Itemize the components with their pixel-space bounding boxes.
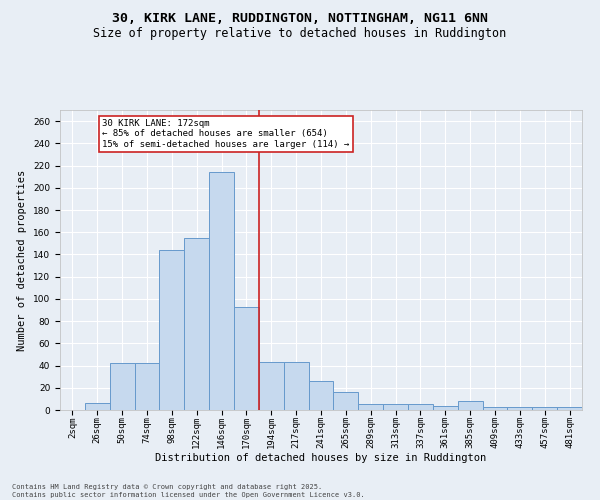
Bar xyxy=(160,250,184,410)
Bar xyxy=(110,364,134,410)
Text: 30, KIRK LANE, RUDDINGTON, NOTTINGHAM, NG11 6NN: 30, KIRK LANE, RUDDINGTON, NOTTINGHAM, N… xyxy=(112,12,488,26)
Bar xyxy=(358,404,383,410)
Bar xyxy=(284,362,308,410)
Bar xyxy=(557,406,582,410)
Text: 30 KIRK LANE: 172sqm
← 85% of detached houses are smaller (654)
15% of semi-deta: 30 KIRK LANE: 172sqm ← 85% of detached h… xyxy=(102,119,350,148)
Bar xyxy=(458,401,482,410)
Bar xyxy=(184,238,209,410)
Bar xyxy=(334,392,358,410)
Bar xyxy=(408,404,433,410)
Bar xyxy=(259,362,284,410)
Bar xyxy=(508,406,532,410)
Bar xyxy=(234,306,259,410)
Y-axis label: Number of detached properties: Number of detached properties xyxy=(17,170,28,350)
Bar xyxy=(482,406,508,410)
Text: Contains HM Land Registry data © Crown copyright and database right 2025.
Contai: Contains HM Land Registry data © Crown c… xyxy=(12,484,365,498)
Bar xyxy=(532,406,557,410)
X-axis label: Distribution of detached houses by size in Ruddington: Distribution of detached houses by size … xyxy=(155,452,487,462)
Text: Size of property relative to detached houses in Ruddington: Size of property relative to detached ho… xyxy=(94,28,506,40)
Bar xyxy=(433,406,458,410)
Bar xyxy=(383,404,408,410)
Bar xyxy=(85,404,110,410)
Bar xyxy=(209,172,234,410)
Bar xyxy=(308,381,334,410)
Bar xyxy=(134,364,160,410)
